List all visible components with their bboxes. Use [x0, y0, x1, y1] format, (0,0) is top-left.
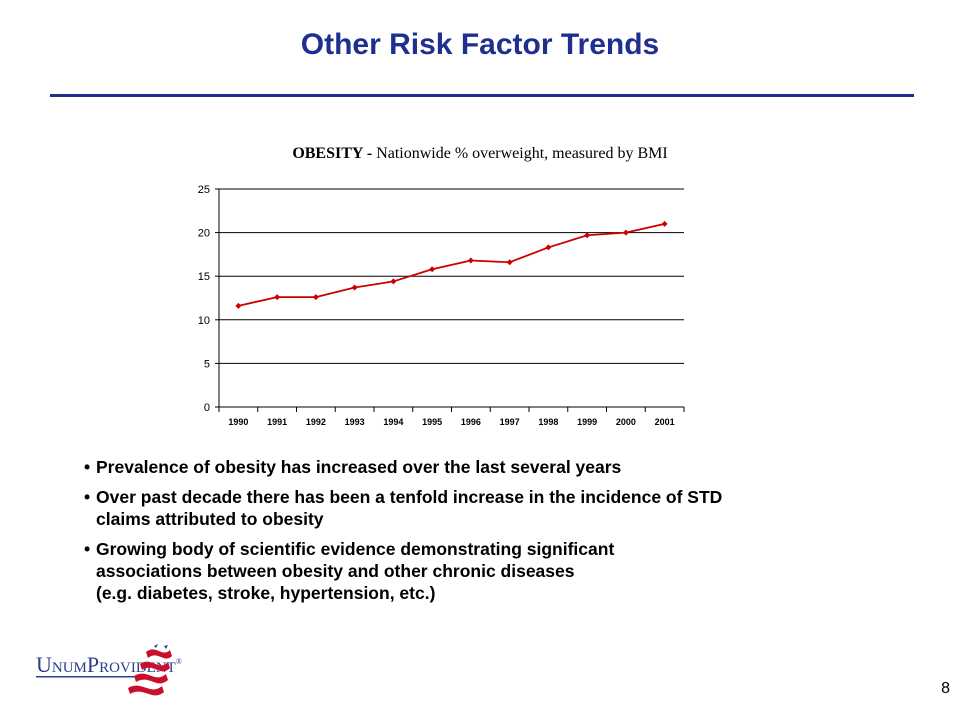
title-divider	[50, 94, 914, 97]
data-point	[390, 278, 397, 285]
x-tick-label: 1998	[538, 417, 558, 427]
x-tick-label: 1997	[500, 417, 520, 427]
page-number: 8	[941, 680, 950, 697]
bullet-item: • Growing body of scientific evidence dem…	[84, 538, 884, 604]
x-tick-label: 2001	[655, 417, 675, 427]
bullet-dot: •	[84, 487, 91, 507]
data-point	[429, 266, 436, 273]
x-tick-label: 2000	[616, 417, 636, 427]
bullet-text: Over past decade there has been a tenfol…	[96, 487, 723, 529]
logo-rule	[36, 676, 148, 678]
data-point	[622, 229, 629, 236]
x-tick-label: 1991	[267, 417, 287, 427]
data-point	[235, 302, 242, 309]
y-tick-label: 20	[198, 228, 210, 240]
y-tick-label: 25	[198, 184, 210, 196]
x-tick-label: 1993	[345, 417, 365, 427]
data-point	[545, 244, 552, 251]
obesity-line-chart: 0 5 10 15 20 25 1990 1991 1992 1993 1994 1995 1996 19…	[198, 184, 685, 427]
x-tick-label: 1995	[422, 417, 442, 427]
y-tick-label: 10	[198, 315, 210, 327]
chart-title-bold: OBESITY -	[292, 145, 377, 162]
chart-title: OBESITY - Nationwide % overweight, measu…	[150, 145, 810, 163]
data-point	[506, 259, 513, 266]
x-tick-label: 1992	[306, 417, 326, 427]
y-tick-label: 0	[204, 402, 210, 414]
data-point	[312, 294, 319, 301]
data-point	[467, 257, 474, 264]
bullet-item: • Prevalence of obesity has increased ove…	[84, 456, 884, 478]
data-point	[274, 294, 281, 301]
bullet-item: • Over past decade there has been a tenfo…	[84, 486, 884, 530]
x-tick-label: 1994	[383, 417, 403, 427]
data-point	[584, 232, 591, 239]
logo-wordmark: UNUMPROVIDENT®	[36, 652, 182, 677]
bullet-text: Growing body of scientific evidence demo…	[96, 539, 615, 603]
data-point	[351, 284, 358, 291]
slide-title: Other Risk Factor Trends	[300, 28, 660, 61]
data-point	[661, 220, 668, 227]
x-tick-label: 1996	[461, 417, 481, 427]
unumprovident-logo: UNUMPROVIDENT®	[36, 644, 182, 696]
y-tick-label: 5	[204, 358, 210, 370]
x-tick-label: 1990	[228, 417, 248, 427]
y-tick-label: 15	[198, 271, 210, 283]
bullet-list: • Prevalence of obesity has increased ove…	[84, 456, 884, 612]
series-line	[238, 223, 665, 307]
chart-title-text: Nationwide % overweight, measured by BMI	[376, 145, 668, 162]
bullet-dot: •	[84, 457, 91, 477]
flag-stripes-icon	[128, 644, 172, 696]
bullet-text: Prevalence of obesity has increased over…	[96, 457, 622, 477]
bullet-dot: •	[84, 539, 91, 559]
x-tick-label: 1999	[577, 417, 597, 427]
